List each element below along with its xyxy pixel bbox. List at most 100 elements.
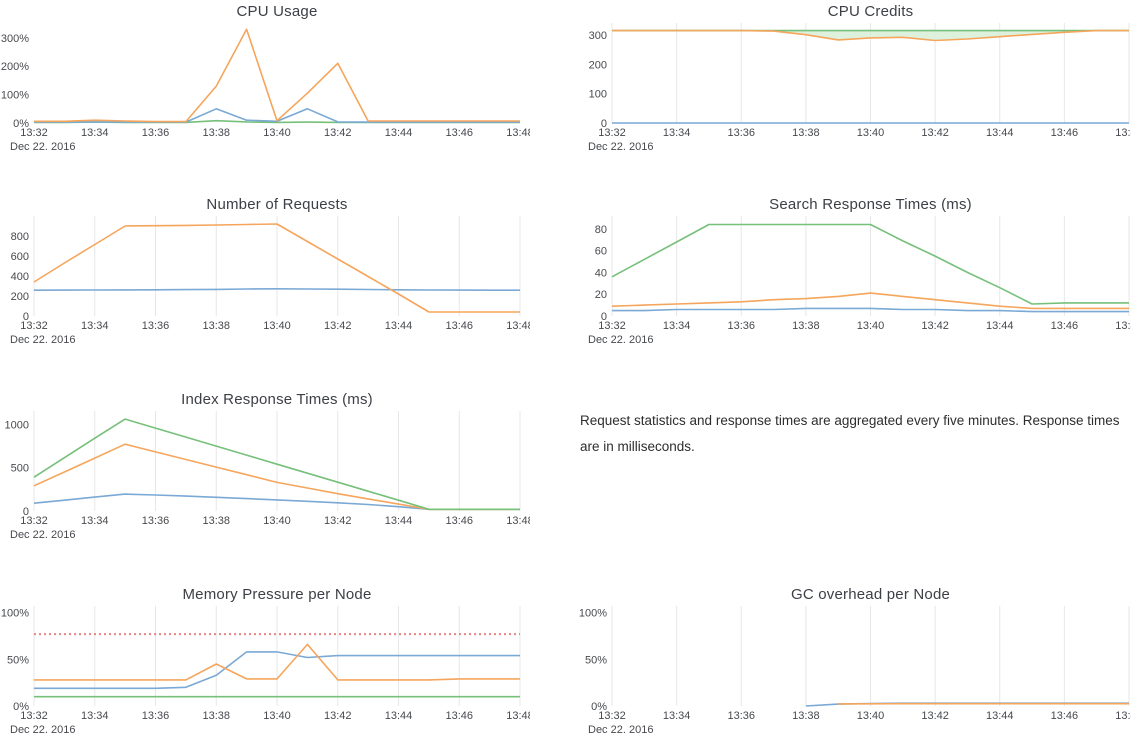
x-tick-label: 13:40: [263, 127, 291, 139]
x-tick-label: 13:48: [506, 710, 530, 722]
y-tick-label: 20: [595, 289, 607, 301]
x-tick-label: 13:34: [81, 515, 109, 527]
x-tick-label: 13:38: [202, 710, 230, 722]
x-tick-label: 13:38: [202, 515, 230, 527]
chart-title-index-response-times: Index Response Times (ms): [34, 391, 520, 408]
x-tick-label: 13:32: [20, 320, 48, 332]
x-tick-label: 13:36: [142, 127, 170, 139]
x-tick-label: 13:40: [263, 710, 291, 722]
x-tick-label: 13:40: [857, 320, 885, 332]
x-tick-label: 13:38: [792, 320, 820, 332]
x-tick-label: 13:44: [385, 127, 413, 139]
x-tick-label: 13:46: [445, 710, 473, 722]
y-tick-label: 100: [589, 89, 607, 101]
x-tick-label: 13:48: [506, 320, 530, 332]
x-tick-label: 13:32: [20, 127, 48, 139]
y-tick-label: 200%: [1, 61, 29, 73]
x-tick-label: 13:38: [792, 710, 820, 722]
x-tick-label: 13:46: [445, 320, 473, 332]
y-tick-label: 50%: [7, 654, 29, 666]
note-text: Request statistics and response times ar…: [580, 408, 1131, 460]
x-tick-label: 13:42: [921, 127, 949, 139]
x-tick-label: 13:48: [1115, 320, 1131, 332]
series-orange-line: [34, 29, 520, 121]
x-tick-label: 13:36: [727, 127, 755, 139]
x-axis-date-label: Dec 22. 2016: [10, 529, 75, 541]
x-tick-label: 13:34: [81, 710, 109, 722]
y-tick-label: 500: [11, 463, 29, 475]
x-tick-label: 13:40: [857, 127, 885, 139]
x-axis-date-label: Dec 22. 2016: [10, 141, 75, 153]
x-tick-label: 13:46: [1051, 320, 1079, 332]
y-tick-label: 100%: [1, 608, 29, 620]
y-tick-label: 200: [11, 291, 29, 303]
x-tick-label: 13:36: [142, 515, 170, 527]
x-tick-label: 13:46: [445, 127, 473, 139]
x-tick-label: 13:42: [921, 320, 949, 332]
x-tick-label: 13:44: [986, 320, 1014, 332]
x-axis-date-label: Dec 22. 2016: [588, 724, 653, 736]
y-tick-label: 50%: [585, 654, 607, 666]
x-tick-label: 13:34: [663, 710, 691, 722]
chart-title-search-response-times: Search Response Times (ms): [612, 196, 1129, 213]
x-tick-label: 13:46: [1051, 710, 1079, 722]
y-tick-label: 1000: [5, 419, 29, 431]
y-tick-label: 200: [589, 59, 607, 71]
x-tick-label: 13:42: [324, 127, 352, 139]
chart-title-gc-overhead-per-node: GC overhead per Node: [612, 586, 1129, 603]
x-tick-label: 13:36: [142, 320, 170, 332]
x-tick-label: 13:42: [324, 320, 352, 332]
x-tick-label: 13:48: [506, 515, 530, 527]
x-tick-label: 13:42: [324, 515, 352, 527]
x-axis-date-label: Dec 22. 2016: [588, 334, 653, 346]
y-tick-label: 60: [595, 246, 607, 258]
chart-title-number-of-requests: Number of Requests: [34, 196, 520, 213]
x-tick-label: 13:46: [1051, 127, 1079, 139]
x-tick-label: 13:44: [385, 515, 413, 527]
x-tick-label: 13:44: [385, 710, 413, 722]
x-tick-label: 13:38: [202, 320, 230, 332]
chart-title-cpu-credits: CPU Credits: [612, 3, 1129, 20]
x-tick-label: 13:42: [324, 710, 352, 722]
x-tick-label: 13:40: [263, 320, 291, 332]
x-tick-label: 13:40: [263, 515, 291, 527]
x-tick-label: 13:32: [20, 710, 48, 722]
y-tick-label: 80: [595, 224, 607, 236]
x-axis-date-label: Dec 22. 2016: [10, 724, 75, 736]
chart-title-cpu-usage: CPU Usage: [34, 3, 520, 20]
y-tick-label: 100%: [1, 90, 29, 102]
y-tick-label: 400: [11, 271, 29, 283]
x-tick-label: 13:34: [663, 320, 691, 332]
x-tick-label: 13:34: [81, 127, 109, 139]
y-tick-label: 300%: [1, 33, 29, 45]
x-tick-label: 13:44: [986, 127, 1014, 139]
y-tick-label: 800: [11, 231, 29, 243]
x-tick-label: 13:36: [142, 710, 170, 722]
y-tick-label: 40: [595, 267, 607, 279]
x-tick-label: 13:32: [20, 515, 48, 527]
x-tick-label: 13:48: [1115, 127, 1131, 139]
x-tick-label: 13:44: [385, 320, 413, 332]
x-tick-label: 13:42: [921, 710, 949, 722]
x-tick-label: 13:48: [1115, 710, 1131, 722]
x-tick-label: 13:36: [727, 320, 755, 332]
x-tick-label: 13:38: [202, 127, 230, 139]
x-tick-label: 13:40: [857, 710, 885, 722]
y-tick-label: 600: [11, 251, 29, 263]
x-axis-date-label: Dec 22. 2016: [10, 334, 75, 346]
x-tick-label: 13:38: [792, 127, 820, 139]
x-tick-label: 13:32: [598, 320, 626, 332]
x-tick-label: 13:44: [986, 710, 1014, 722]
x-tick-label: 13:32: [598, 127, 626, 139]
